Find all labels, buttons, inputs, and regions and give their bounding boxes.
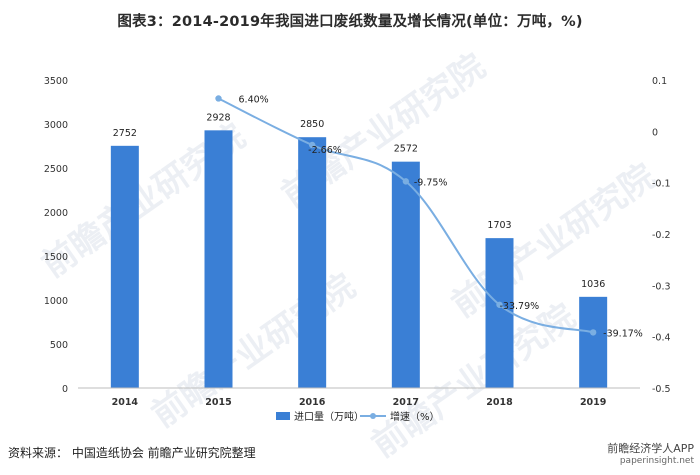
footer-logo: 前瞻经济学人APP paperinsight.net bbox=[607, 440, 694, 466]
line-point bbox=[215, 95, 222, 102]
bar-data-label: 1036 bbox=[581, 279, 605, 290]
line-data-label: -2.66% bbox=[308, 145, 342, 156]
source-note: 资料来源： 中国造纸协会 前瞻产业研究院整理 bbox=[8, 446, 256, 460]
y-right-tick-label: -0.4 bbox=[652, 333, 671, 344]
x-tick-label: 2016 bbox=[299, 397, 326, 408]
bar bbox=[485, 238, 514, 388]
line-data-label: 6.40% bbox=[239, 94, 269, 105]
line-point bbox=[496, 301, 503, 308]
y-left-tick-label: 1000 bbox=[44, 296, 68, 307]
y-left-tick-label: 1500 bbox=[44, 252, 68, 263]
y-right-tick-label: -0.2 bbox=[652, 230, 671, 241]
legend-swatch-bar bbox=[276, 412, 290, 420]
bar-series: 2752 2928 2850 2572 1703 1036 bbox=[110, 112, 608, 388]
y-left-tick-label: 500 bbox=[50, 340, 68, 351]
y-right-tick-label: -0.3 bbox=[652, 281, 671, 292]
x-tick-label: 2017 bbox=[393, 397, 419, 408]
y-left-tick-label: 2500 bbox=[44, 164, 68, 175]
bar bbox=[110, 145, 139, 388]
bar bbox=[579, 296, 608, 388]
y-left-tick-label: 3500 bbox=[44, 76, 68, 87]
y-left-tick-label: 0 bbox=[62, 384, 68, 395]
bar-data-label: 1703 bbox=[487, 220, 511, 231]
y-left-tick-label: 3000 bbox=[44, 120, 68, 131]
bar-data-label: 2572 bbox=[394, 144, 418, 155]
x-tick-label: 2014 bbox=[112, 397, 139, 408]
y-right-tick-label: 0 bbox=[652, 127, 658, 138]
x-tick-label: 2015 bbox=[205, 397, 231, 408]
line-data-label: -9.75% bbox=[414, 177, 448, 188]
legend-marker-line bbox=[370, 413, 376, 419]
line-point bbox=[402, 178, 410, 185]
line-point bbox=[589, 329, 597, 336]
line-data-label: -39.17% bbox=[603, 328, 643, 339]
legend-label-bar: 进口量（万吨） bbox=[294, 410, 364, 423]
axes: 0 500 1000 1500 2000 2500 3000 3500 -0.5 -0.4 -0.3… bbox=[44, 76, 671, 408]
legend: 进口量（万吨） 增速（%） bbox=[276, 410, 440, 423]
bar bbox=[298, 137, 327, 388]
x-tick-label: 2018 bbox=[486, 397, 513, 408]
y-right-tick-label: -0.5 bbox=[652, 384, 671, 395]
bar-data-label: 2850 bbox=[300, 119, 324, 130]
bar-data-label: 2928 bbox=[206, 112, 230, 123]
line-data-label: -33.79% bbox=[500, 301, 540, 312]
footer-logo-text: 前瞻经济学人APP bbox=[607, 442, 694, 455]
bar bbox=[204, 130, 233, 388]
x-tick-label: 2019 bbox=[580, 397, 606, 408]
bar-data-label: 2752 bbox=[113, 128, 137, 139]
y-right-tick-label: -0.1 bbox=[652, 179, 671, 190]
watermark-text: 前瞻产业研究院 bbox=[145, 266, 363, 435]
bar bbox=[391, 161, 420, 388]
y-left-tick-label: 2000 bbox=[44, 208, 68, 219]
legend-label-line: 增速（%） bbox=[390, 410, 440, 423]
line-point bbox=[308, 141, 316, 149]
line-series: 6.40% -2.66% -9.75% -33.79% -39.17% bbox=[215, 94, 643, 339]
footer-url: paperinsight.net bbox=[619, 456, 694, 466]
y-right-tick-label: 0.1 bbox=[652, 76, 667, 87]
chart-title: 图表3：2014-2019年我国进口废纸数量及增长情况(单位：万吨，%) bbox=[117, 14, 583, 30]
